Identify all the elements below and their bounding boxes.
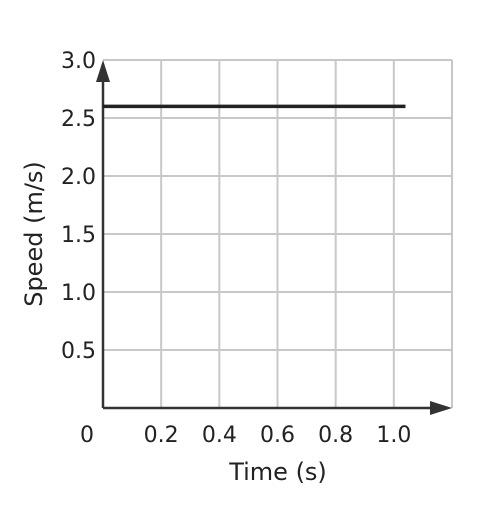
y-tick-label: 1.0: [61, 281, 96, 306]
y-axis-title: Speed (m/s): [20, 161, 48, 307]
y-tick-label: 2.5: [61, 107, 96, 132]
origin-label: 0: [80, 423, 94, 448]
y-tick-label: 1.5: [61, 223, 96, 248]
x-tick-label: 0.6: [260, 423, 295, 448]
x-tick-label: 0.8: [318, 423, 353, 448]
grid: [103, 59, 453, 408]
y-tick-label: 3.0: [61, 49, 96, 74]
x-axis-title: Time (s): [228, 458, 327, 486]
y-tick-label: 2.0: [61, 165, 96, 190]
y-tick-label: 0.5: [61, 339, 96, 364]
tick-labels: 0.2 0.4 0.6 0.8 1.0 0 0.5 1.0 1.5 2.0 2.5 3.0: [61, 49, 411, 448]
x-tick-label: 0.4: [202, 423, 237, 448]
y-axis-arrow: [96, 60, 110, 82]
axes: [96, 60, 452, 415]
x-tick-label: 1.0: [376, 423, 411, 448]
x-tick-label: 0.2: [144, 423, 179, 448]
x-axis-arrow: [430, 401, 452, 415]
